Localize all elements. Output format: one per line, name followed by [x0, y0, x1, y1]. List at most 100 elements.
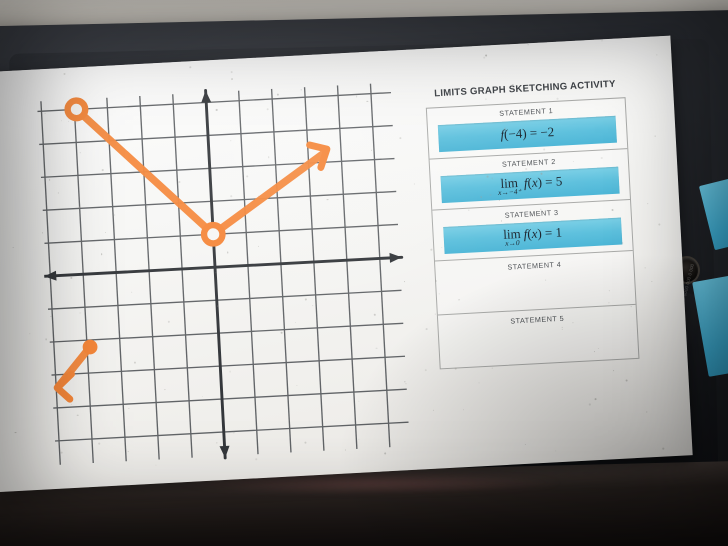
paper-speck: [266, 107, 269, 110]
paper-speck: [14, 431, 17, 434]
paper-speck: [593, 350, 595, 353]
open-circle-left: [64, 97, 89, 122]
arrowhead-lower-left: [53, 370, 75, 403]
x-axis-arrow-right: [389, 252, 402, 263]
paper-speck: [358, 438, 360, 440]
paper-speck: [100, 253, 103, 255]
paper-speck: [70, 276, 73, 279]
paper-speck: [305, 116, 307, 118]
paper-speck: [301, 88, 302, 90]
paper-speck: [68, 120, 70, 122]
paper-speck: [654, 135, 656, 136]
paper-speck: [373, 313, 376, 316]
paper-speck: [405, 383, 407, 385]
paper-speck: [12, 246, 15, 248]
open-circles: [64, 97, 226, 247]
graph-area: [35, 78, 414, 469]
paper-speck: [425, 369, 428, 372]
paper-speck: [485, 54, 488, 57]
paper-speck: [658, 223, 661, 226]
paper-speck: [432, 409, 434, 411]
y-axis-arrow-up: [201, 90, 212, 103]
paper-speck: [312, 305, 313, 307]
paper-speck: [101, 169, 104, 171]
paper-speck: [106, 125, 109, 128]
closed-circle-lower-left: [82, 339, 98, 355]
equation-box-3[interactable]: lim x→0 f(x) = 1: [443, 217, 623, 254]
paper-speck: [500, 220, 502, 222]
equation-1: f(−4) = −2: [500, 124, 555, 142]
paper-speck: [478, 382, 480, 384]
page-title: LIMITS GRAPH SKETCHING ACTIVITY: [433, 78, 616, 100]
statement-table: STATEMENT 1 f(−4) = −2 STATEMENT 2 lim x→…: [425, 96, 640, 369]
marker-arrowheads: [53, 141, 331, 403]
paper-speck: [462, 409, 464, 411]
paper-speck: [651, 280, 653, 282]
paper-speck: [625, 379, 628, 382]
paper-speck: [167, 320, 170, 323]
paper-speck: [589, 403, 591, 406]
paper-speck: [230, 70, 233, 73]
paper-speck: [561, 328, 563, 330]
equation-box-2[interactable]: lim x→−4⁺ f(x) = 5: [440, 166, 620, 203]
paper-speck: [215, 109, 218, 111]
paper-speck: [155, 464, 157, 467]
paper-speck: [60, 451, 63, 454]
paper-speck: [57, 192, 59, 194]
statement-row-5[interactable]: STATEMENT 5: [438, 304, 639, 367]
paper-speck: [375, 347, 378, 349]
x-axis: [42, 255, 404, 278]
y-axis-arrow-down: [219, 445, 230, 458]
paper-speck: [540, 208, 542, 210]
worksheet-paper: LIMITS GRAPH SKETCHING ACTIVITY STATEMEN…: [0, 35, 693, 493]
paper-speck: [231, 77, 234, 80]
paper-speck: [201, 395, 203, 397]
branch-decreasing: [72, 105, 217, 238]
paper-speck: [425, 328, 428, 331]
paper-speck: [525, 168, 527, 170]
paper-speck: [164, 389, 166, 391]
paper-speck: [613, 370, 615, 372]
paper-speck: [662, 447, 665, 450]
open-circle-origin: [200, 221, 226, 247]
paper-speck: [454, 367, 458, 370]
coordinate-grid: [37, 83, 409, 465]
paper-speck: [601, 157, 603, 159]
paper-speck: [403, 381, 405, 382]
arrowhead-upper-right: [306, 141, 331, 171]
paper-speck: [229, 370, 231, 373]
paper-speck: [525, 443, 526, 445]
desk-reflection: [180, 472, 560, 494]
branch-increasing: [209, 148, 329, 238]
paper-speck: [383, 452, 386, 455]
axis-arrowheads: [44, 90, 402, 458]
paper-speck: [215, 442, 217, 444]
equation-2: lim x→−4⁺ f(x) = 5: [497, 173, 563, 198]
equation-3: lim x→0 f(x) = 1: [502, 224, 563, 249]
paper-speck: [127, 450, 129, 453]
paper-speck: [594, 397, 597, 400]
paper-speck: [527, 44, 529, 45]
paper-speck: [355, 95, 358, 98]
paper-speck: [189, 66, 192, 69]
paper-speck: [298, 129, 301, 132]
paper-speck: [49, 315, 52, 318]
paper-speck: [63, 73, 66, 76]
paper-speck: [646, 411, 648, 413]
paper-speck: [366, 100, 368, 103]
paper-speck: [48, 179, 51, 181]
paper-speck: [104, 231, 106, 233]
paper-speck: [246, 174, 249, 178]
paper-speck: [572, 161, 574, 163]
paper-speck: [647, 202, 649, 204]
paper-speck: [491, 367, 493, 369]
paper-speck: [304, 441, 307, 444]
paper-speck: [601, 39, 603, 42]
equation-box-1[interactable]: f(−4) = −2: [437, 115, 617, 152]
paper-speck: [255, 457, 258, 461]
paper-speck: [399, 136, 402, 139]
statement-panel: LIMITS GRAPH SKETCHING ACTIVITY STATEMEN…: [425, 78, 640, 369]
paper-speck: [413, 183, 415, 185]
paper-speck: [555, 450, 557, 452]
